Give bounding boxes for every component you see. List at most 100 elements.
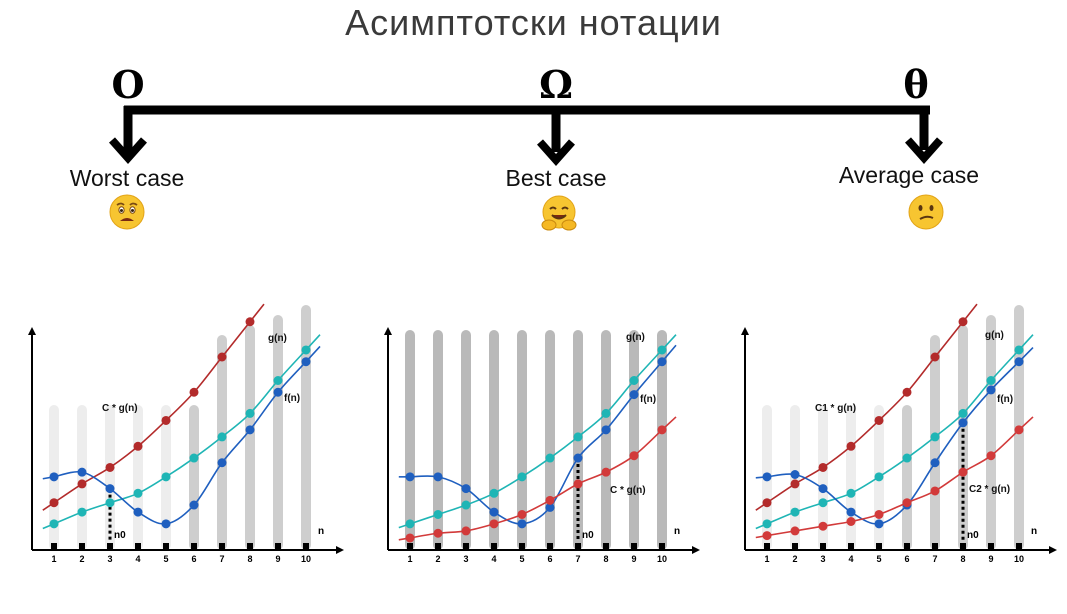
point-f-n-10 <box>657 357 667 367</box>
x-tick-label-2: 2 <box>792 554 797 564</box>
x-tick-6 <box>191 543 197 550</box>
point-g-n-10 <box>1014 345 1024 355</box>
point-f-n-10 <box>301 357 311 367</box>
point-c-g-n-1 <box>405 533 415 543</box>
point-f-n-4 <box>133 507 143 517</box>
x-tick-label-4: 4 <box>848 554 853 564</box>
x-tick-label-1: 1 <box>764 554 769 564</box>
grid-column-7 <box>930 335 940 550</box>
point-f-n-7 <box>930 458 940 468</box>
x-tick-8 <box>960 543 966 550</box>
point-f-n-8 <box>245 425 255 435</box>
point-c-g-n-4 <box>133 441 143 451</box>
x-tick-7 <box>575 543 581 550</box>
point-g-n-8 <box>601 408 611 418</box>
grid-column-8 <box>601 330 611 550</box>
grid-column-7 <box>217 335 227 550</box>
chart-big-omega: 1 2 3 4 5 6 7 8 9 10 n n0 g(n) f(n) C * g(n) <box>384 327 700 564</box>
x-tick-3 <box>107 543 113 550</box>
chart-big-theta: 1 2 3 4 5 6 7 8 9 10 n n0 C1 * g(n) g(n) f(n) C2 * g(n) <box>741 303 1057 564</box>
x-axis-arrow <box>692 546 700 554</box>
point-c-g-n-5 <box>517 509 527 519</box>
point-f-n-1 <box>762 472 772 482</box>
average-case-label: Average case <box>838 162 980 188</box>
point-g-n-5 <box>517 472 527 482</box>
grid-column-3 <box>105 405 115 550</box>
point-g-n-6 <box>545 453 555 463</box>
x-tick-2 <box>792 543 798 550</box>
x-tick-label-6: 6 <box>191 554 196 564</box>
point-f-n-3 <box>105 484 115 494</box>
x-tick-9 <box>988 543 994 550</box>
point-c1-g-n-4 <box>846 441 856 451</box>
point-c-g-n-8 <box>601 467 611 477</box>
point-c-g-n-6 <box>189 387 199 397</box>
x-tick-label-7: 7 <box>219 554 224 564</box>
point-g-n-9 <box>986 376 996 385</box>
series-label-c2-g-n: C2 * g(n) <box>969 484 1010 495</box>
x-tick-1 <box>764 543 770 550</box>
point-c-g-n-3 <box>105 462 115 472</box>
x-tick-label-9: 9 <box>988 554 993 564</box>
point-f-n-2 <box>77 467 87 477</box>
best-case-label: Best case <box>505 165 607 191</box>
grid-column-3 <box>461 330 471 550</box>
point-c1-g-n-2 <box>790 479 800 489</box>
point-f-n-10 <box>1014 357 1024 367</box>
point-c1-g-n-8 <box>958 317 968 327</box>
x-tick-label-8: 8 <box>960 554 965 564</box>
point-g-n-2 <box>790 507 800 517</box>
point-c1-g-n-3 <box>818 462 828 472</box>
grid-column-9 <box>986 315 996 550</box>
point-f-n-3 <box>461 484 471 494</box>
x-tick-8 <box>247 543 253 550</box>
point-f-n-9 <box>986 385 996 395</box>
series-label-f-n: f(n) <box>284 393 300 404</box>
grid-column-6 <box>189 405 199 550</box>
x-tick-1 <box>407 543 413 550</box>
point-f-n-7 <box>573 453 583 463</box>
series-label-g-n: g(n) <box>268 333 287 344</box>
big-o-symbol: O <box>111 62 145 107</box>
grid-column-1 <box>405 330 415 550</box>
x-tick-label-8: 8 <box>603 554 608 564</box>
arrow-head-left <box>109 137 147 165</box>
x-tick-label-5: 5 <box>876 554 881 564</box>
n0-label: n0 <box>967 530 979 541</box>
series-line-c2-g-n <box>766 416 1034 537</box>
x-tick-label-4: 4 <box>135 554 140 564</box>
point-c2-g-n-5 <box>874 509 884 519</box>
grid-column-4 <box>489 330 499 550</box>
grid-column-6 <box>902 405 912 550</box>
point-g-n-10 <box>301 345 311 355</box>
point-f-n-9 <box>273 387 283 397</box>
x-tick-1 <box>51 543 57 550</box>
point-c2-g-n-1 <box>762 531 772 541</box>
x-tick-label-6: 6 <box>547 554 552 564</box>
point-g-n-6 <box>902 453 912 463</box>
point-c-g-n-2 <box>77 479 87 489</box>
x-tick-label-10: 10 <box>301 554 311 564</box>
point-f-n-6 <box>545 502 555 512</box>
x-axis-label: n <box>318 526 324 537</box>
x-tick-label-9: 9 <box>631 554 636 564</box>
point-f-n-7 <box>217 458 227 468</box>
point-g-n-1 <box>762 519 772 529</box>
point-f-n-2 <box>790 470 800 479</box>
point-g-n-7 <box>573 432 583 442</box>
x-tick-label-4: 4 <box>491 554 496 564</box>
grid-column-6 <box>545 330 555 550</box>
x-axis-label: n <box>1031 526 1037 537</box>
x-tick-3 <box>463 543 469 550</box>
grid-column-9 <box>273 315 283 550</box>
grid-column-10 <box>657 330 667 550</box>
point-c-g-n-7 <box>217 352 227 362</box>
n0-label: n0 <box>582 530 594 541</box>
point-g-n-4 <box>846 488 856 498</box>
point-c2-g-n-8 <box>958 467 968 477</box>
point-g-n-1 <box>49 519 59 529</box>
x-tick-10 <box>303 543 309 550</box>
x-tick-label-2: 2 <box>79 554 84 564</box>
x-axis-arrow <box>336 546 344 554</box>
point-c2-g-n-2 <box>790 526 800 536</box>
